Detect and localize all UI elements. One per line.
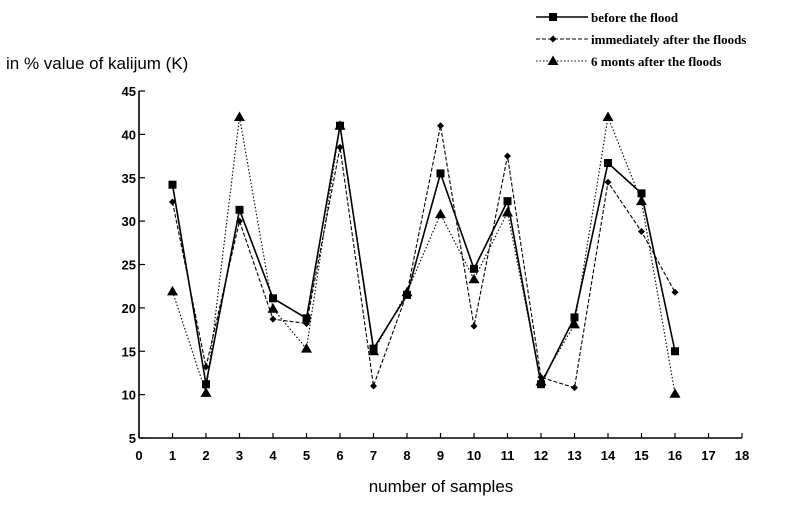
series-2-point: [604, 178, 612, 186]
y-tick-label: 20: [122, 301, 136, 316]
x-tick-label: 12: [534, 448, 548, 463]
series-3-point: [167, 285, 178, 296]
x-tick-label: 7: [370, 448, 377, 463]
legend: before the flood immediately after the fl…: [536, 10, 746, 69]
series-2-point: [370, 382, 377, 390]
legend-marker-2: [549, 35, 557, 43]
series-1-point: [202, 380, 210, 389]
series-2-point: [504, 152, 511, 160]
series-3-point: [368, 345, 379, 356]
x-tick-label: 13: [567, 448, 581, 463]
x-tick-label: 2: [202, 448, 209, 463]
series-2-point: [671, 288, 679, 296]
series-3-point: [435, 208, 446, 219]
series-2-point: [336, 143, 344, 151]
x-tick-label: 16: [668, 448, 682, 463]
y-tick-label: 35: [122, 171, 136, 186]
series-1-point: [671, 347, 679, 356]
tick-labels: 0 1 2 3 4 5 6 7 8 9 10 11 12 13 14 15 16 17 18510152025303…: [122, 84, 750, 463]
series-3-point: [602, 111, 614, 122]
series-3-point: [401, 286, 413, 297]
series-1-point: [570, 313, 579, 322]
y-tick-label: 5: [129, 431, 136, 446]
series-3-point: [334, 120, 346, 130]
legend-label-3: 6 monts after the floods: [591, 54, 721, 69]
series-3-point: [669, 388, 681, 398]
series-2-point: [470, 322, 478, 330]
x-tick-label: 17: [701, 448, 715, 463]
series-2-point: [437, 122, 444, 130]
series-3-point: [301, 343, 312, 353]
x-tick-label: 15: [634, 448, 648, 463]
legend-label-2: immediately after the floods: [591, 32, 746, 47]
series-line-3: [171, 114, 676, 394]
y-tick-label: 40: [122, 127, 136, 142]
x-tick-label: 3: [236, 448, 243, 463]
series-1-point: [604, 159, 612, 168]
series-2-point: [236, 217, 243, 225]
x-tick-label: 9: [437, 448, 444, 463]
legend-label-1: before the flood: [591, 10, 679, 25]
y-tick-label: 30: [122, 214, 136, 229]
axes: [138, 90, 743, 439]
x-tick-label: 6: [336, 448, 343, 463]
series-3-point: [468, 273, 480, 284]
y-tick-label: 25: [122, 258, 136, 273]
series-1-point: [235, 205, 244, 214]
x-tick-label: 10: [467, 448, 481, 463]
x-tick-label: 18: [735, 448, 749, 463]
x-tick-label: 14: [601, 448, 616, 463]
x-tick-label: 5: [303, 448, 310, 463]
series-3-point: [267, 303, 279, 313]
series-2-point: [571, 384, 578, 392]
series-3-point: [535, 376, 547, 386]
series-3-point: [569, 318, 580, 329]
series-line-2: [171, 125, 676, 389]
x-tick-label: 0: [135, 448, 142, 463]
legend-marker-3: [547, 55, 559, 65]
series-1-point: [168, 180, 177, 189]
plot-lines: [171, 114, 676, 394]
y-tick-label: 45: [122, 84, 136, 99]
series-3-point: [234, 111, 245, 122]
series-1-point: [470, 264, 478, 273]
plot-markers: [167, 111, 681, 398]
y-tick-label: 10: [122, 388, 136, 403]
y-axis-title: in % value of kalijum (K): [6, 54, 188, 73]
legend-marker-1: [549, 13, 557, 21]
y-tick-label: 15: [122, 344, 136, 359]
series-1-point: [269, 294, 277, 303]
x-tick-label: 1: [169, 448, 176, 463]
series-3-point: [502, 206, 513, 217]
series-2-point: [202, 363, 210, 371]
series-3-point: [200, 387, 212, 397]
series-2-point: [169, 198, 176, 206]
series-2-point: [638, 228, 645, 236]
x-tick-label: 8: [403, 448, 410, 463]
x-tick-label: 4: [269, 448, 277, 463]
series-1-point: [436, 169, 445, 178]
series-2-point: [269, 315, 277, 323]
x-axis-title: number of samples: [369, 477, 514, 496]
series-2-point: [303, 319, 310, 327]
series-1-point: [637, 189, 646, 198]
series-3-point: [636, 195, 647, 206]
series-1-point: [302, 314, 311, 323]
x-tick-label: 11: [501, 448, 515, 463]
series-line-1: [171, 125, 676, 387]
series-1-point: [503, 197, 512, 206]
